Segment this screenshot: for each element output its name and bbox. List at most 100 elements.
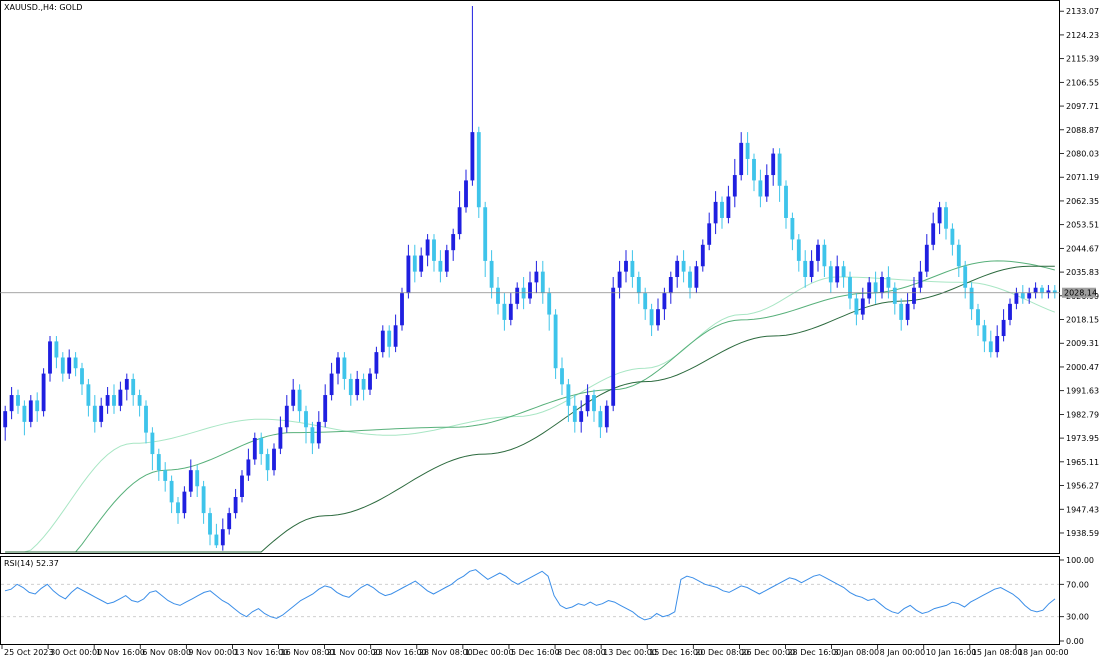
candle-body <box>380 330 385 353</box>
time-axis-label: 28 Nov 08:00 <box>419 648 473 657</box>
current-price-label: 2028.14 <box>1064 289 1097 298</box>
price-axis-label: 2044.67 <box>1066 244 1099 253</box>
candle-body <box>297 389 302 412</box>
candle-body <box>592 395 596 412</box>
candle-body <box>60 357 65 374</box>
candle-body <box>406 255 411 294</box>
time-axis-label: 13 Nov 16:00 <box>234 648 288 657</box>
price-axis-label: 2071.19 <box>1066 173 1099 182</box>
candle-body <box>950 228 955 245</box>
candle-body <box>464 180 468 208</box>
time-axis-label: 21 Nov 00:00 <box>327 648 381 657</box>
price-axis-label: 1938.59 <box>1066 529 1099 538</box>
current-price-badge <box>1062 287 1096 298</box>
candle-body <box>547 293 552 315</box>
candle-body <box>752 158 756 181</box>
candle-body <box>777 153 782 186</box>
candle-body <box>476 132 481 208</box>
candle-body <box>316 421 321 444</box>
candle-body <box>937 207 942 224</box>
candle-body <box>643 293 648 310</box>
candle-body <box>489 260 494 288</box>
candle-body <box>336 357 340 374</box>
price-axis-label: 2035.83 <box>1066 268 1099 277</box>
candle-body <box>156 454 161 471</box>
candle-body <box>604 405 609 428</box>
candle-body <box>611 287 616 406</box>
candle-body <box>240 475 244 497</box>
candle-body <box>419 255 424 272</box>
rsi-axis-label: 30.00 <box>1066 613 1089 622</box>
time-axis-label: 20 Dec 08:00 <box>695 648 749 657</box>
candle-body <box>272 448 276 471</box>
price-axis-label: 2080.03 <box>1066 150 1099 159</box>
candle-body <box>112 395 116 406</box>
moving-averages <box>5 260 1055 553</box>
candle-body <box>636 277 641 294</box>
candle-body <box>438 260 443 272</box>
candle-body <box>227 513 232 530</box>
price-axis-label: 2115.39 <box>1066 55 1099 64</box>
candle-body <box>656 309 660 326</box>
rsi-axis-label: 70.00 <box>1066 580 1089 589</box>
time-axis-label: 30 Oct 00:00 <box>50 648 102 657</box>
candle-body <box>1046 290 1051 294</box>
candle-body <box>22 405 27 422</box>
candle-body <box>700 244 705 267</box>
candle-body <box>1052 290 1057 294</box>
candle-body <box>16 395 20 406</box>
candle-body <box>784 185 788 218</box>
price-axis-label: 2133.07 <box>1066 7 1099 16</box>
candle-body <box>150 432 155 455</box>
time-axis-label: 23 Nov 16:00 <box>373 648 427 657</box>
candle-body <box>553 314 558 369</box>
price-axis-label: 2106.55 <box>1066 78 1099 87</box>
candle-body <box>92 405 97 422</box>
candle-body <box>835 266 840 283</box>
time-axis-label: 8 Dec 08:00 <box>557 648 606 657</box>
candle-body <box>867 282 872 299</box>
candle-body <box>988 341 993 353</box>
time-axis-label: 8 Jan 00:00 <box>880 648 926 657</box>
time-axis-label: 1 Dec 00:00 <box>465 648 514 657</box>
candle-body <box>976 309 980 326</box>
candle-body <box>483 207 488 261</box>
candle-body <box>425 239 430 256</box>
candle-body <box>105 395 110 406</box>
candle-body <box>393 325 398 347</box>
price-axis-label: 2000.47 <box>1066 363 1099 372</box>
candle-body <box>508 303 513 320</box>
candle-body <box>713 201 718 224</box>
price-axis-label: 2062.35 <box>1066 197 1099 206</box>
candle-body <box>233 497 238 514</box>
price-axis-label: 1956.27 <box>1066 482 1099 491</box>
candle-body <box>137 395 142 406</box>
candle-body <box>649 309 654 326</box>
candle-body <box>944 207 948 229</box>
candle-body <box>124 378 129 390</box>
candles[interactable] <box>3 6 1057 551</box>
candle-body <box>931 223 936 245</box>
candle-body <box>348 378 353 396</box>
candle-body <box>790 217 795 240</box>
candle-body <box>566 384 571 406</box>
candle-body <box>444 250 449 272</box>
candle-body <box>451 234 456 251</box>
candle-body <box>291 389 296 406</box>
candle-body <box>822 244 827 267</box>
price-axis-label: 2088.87 <box>1066 126 1099 135</box>
candle-body <box>662 293 667 310</box>
candle-body <box>912 287 916 304</box>
rsi-line <box>4 569 1056 621</box>
time-axis-label: 9 Nov 00:00 <box>188 648 237 657</box>
candle-body <box>848 277 852 299</box>
candle-body <box>163 470 168 481</box>
candle-body <box>195 470 200 487</box>
candle-body <box>982 325 987 342</box>
time-axis-label: 13 Dec 00:00 <box>603 648 657 657</box>
candle-body <box>758 180 763 197</box>
candle-body <box>169 480 174 503</box>
candle-body <box>1027 293 1032 299</box>
